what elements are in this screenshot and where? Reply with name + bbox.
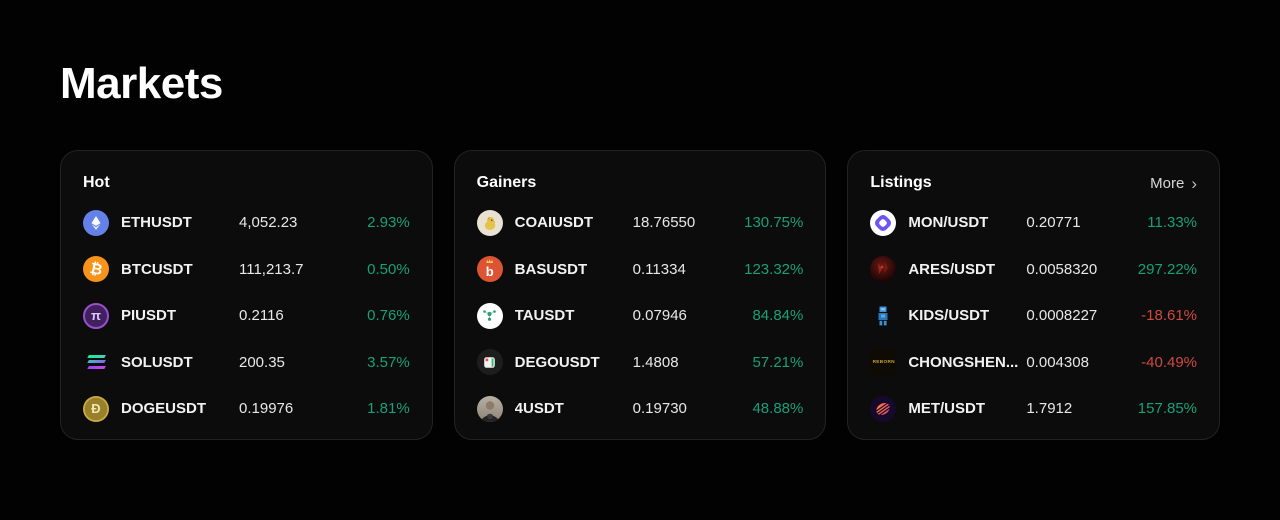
pair-symbol: DOGEUSDT [121, 400, 207, 418]
pair-change: -18.61% [1141, 307, 1198, 325]
pair-symbol: DEGOUSDT [514, 353, 600, 371]
pair-price: 0.20771 [1026, 214, 1081, 232]
pair-change: 297.22% [1137, 260, 1198, 278]
market-row-piusdt[interactable]: π PIUSDT 0.2116 0.76% [83, 292, 410, 339]
pair-price: 4,052.23 [239, 214, 298, 232]
gainers-card: Gainers COAIUSDT 18.76550 130.75% b BASU… [453, 150, 827, 441]
pair-price: 0.19730 [632, 400, 687, 418]
pair-price: 200.35 [239, 353, 285, 371]
more-link[interactable]: More › [1150, 175, 1197, 192]
pair-change: 130.75% [744, 214, 804, 232]
mon-icon [870, 209, 897, 236]
4-coin-icon [476, 395, 503, 422]
pair-symbol: MON/USDT [908, 214, 989, 232]
pair-symbol: MET/USDT [908, 400, 986, 418]
pair-change: 0.76% [367, 307, 410, 325]
pair-change: 2.93% [367, 214, 410, 232]
listings-card-title: Listings [870, 174, 932, 192]
market-row-aresusdt[interactable]: ARES/USDT 0.0058320 297.22% [870, 246, 1197, 293]
ta-icon [476, 302, 503, 329]
gainers-card-header: Gainers [477, 167, 804, 199]
sol-icon [83, 349, 109, 375]
pair-change: 0.50% [367, 260, 410, 278]
pair-change: 1.81% [367, 400, 410, 418]
pair-symbol: PIUSDT [121, 307, 177, 325]
market-row-dogeusdt[interactable]: Ð DOGEUSDT 0.19976 1.81% [83, 385, 410, 432]
pair-symbol: TAUSDT [514, 307, 575, 325]
market-row-solusdt[interactable]: SOLUSDT 200.35 3.57% [83, 339, 410, 386]
pair-price: 0.004308 [1026, 353, 1089, 371]
pair-change: 3.57% [367, 353, 410, 371]
pair-change: 48.88% [752, 400, 804, 418]
chevron-right-icon: › [1191, 173, 1198, 193]
market-row-ethusdt[interactable]: ETHUSDT 4,052.23 2.93% [83, 199, 410, 246]
pair-change: 157.85% [1137, 400, 1198, 418]
pair-price: 0.2116 [239, 307, 284, 325]
pi-icon: π [83, 302, 109, 329]
listings-card: Listings More › MON/USDT 0.20771 11.33% … [847, 150, 1221, 441]
more-label: More [1150, 174, 1185, 192]
pair-symbol: BASUSDT [514, 260, 588, 278]
pair-price: 0.11334 [632, 260, 686, 278]
market-row-4usdt[interactable]: 4USDT 0.19730 48.88% [476, 385, 804, 432]
btc-icon: ₿ [83, 256, 109, 283]
market-row-btcusdt[interactable]: ₿ BTCUSDT 111,213.7 0.50% [83, 246, 410, 293]
pair-change: 123.32% [744, 260, 804, 278]
pair-symbol: ARES/USDT [908, 260, 996, 278]
pair-symbol: ETHUSDT [121, 214, 192, 232]
met-icon [870, 395, 897, 422]
listings-card-header: Listings More › [870, 167, 1197, 199]
pair-change: -40.49% [1141, 353, 1198, 371]
pair-price: 0.0008227 [1026, 307, 1098, 325]
page-title: Markets [60, 59, 223, 108]
pair-price: 0.07946 [632, 307, 687, 325]
pair-price: 1.4808 [632, 353, 679, 371]
hot-card: Hot ETHUSDT 4,052.23 2.93% ₿ BTCUSDT 111… [60, 150, 433, 441]
coai-icon [476, 209, 503, 236]
pair-change: 11.33% [1147, 214, 1198, 232]
eth-icon [83, 209, 109, 236]
pair-price: 0.0058320 [1026, 260, 1098, 278]
pair-change: 84.84% [752, 307, 804, 325]
market-row-coaiusdt[interactable]: COAIUSDT 18.76550 130.75% [476, 199, 804, 246]
pair-price: 1.7912 [1026, 400, 1073, 418]
market-row-tausdt[interactable]: TAUSDT 0.07946 84.84% [476, 292, 804, 339]
pair-price: 0.19976 [239, 400, 294, 418]
pair-symbol: SOLUSDT [121, 353, 193, 371]
pair-symbol: COAIUSDT [514, 214, 594, 232]
gainers-card-title: Gainers [476, 174, 537, 192]
pair-symbol: 4USDT [514, 400, 564, 418]
reborn-icon: REBORN [870, 349, 897, 376]
pair-price: 18.76550 [632, 214, 696, 232]
pair-symbol: KIDS/USDT [908, 307, 990, 325]
ares-icon [870, 256, 897, 283]
market-row-monusdt[interactable]: MON/USDT 0.20771 11.33% [870, 199, 1197, 246]
markets-cards-container: Hot ETHUSDT 4,052.23 2.93% ₿ BTCUSDT 111… [60, 150, 1221, 441]
pair-price: 111,213.7 [239, 260, 304, 278]
pair-symbol: CHONGSHEN... [908, 353, 1019, 371]
hot-card-title: Hot [83, 174, 110, 192]
market-row-metusdt[interactable]: MET/USDT 1.7912 157.85% [870, 385, 1197, 432]
bas-icon: b [476, 256, 503, 283]
market-row-basusdt[interactable]: b BASUSDT 0.11334 123.32% [476, 246, 804, 293]
dego-icon [476, 349, 503, 376]
market-row-kidsusdt[interactable]: KIDS/USDT 0.0008227 -18.61% [870, 292, 1197, 339]
hot-card-header: Hot [83, 167, 410, 199]
market-row-chongshen[interactable]: REBORN CHONGSHEN... 0.004308 -40.49% [870, 339, 1197, 386]
pair-change: 57.21% [752, 353, 804, 371]
doge-icon: Ð [83, 395, 109, 422]
market-row-degousdt[interactable]: DEGOUSDT 1.4808 57.21% [476, 339, 804, 386]
pair-symbol: BTCUSDT [121, 260, 193, 278]
kids-icon [870, 303, 896, 329]
